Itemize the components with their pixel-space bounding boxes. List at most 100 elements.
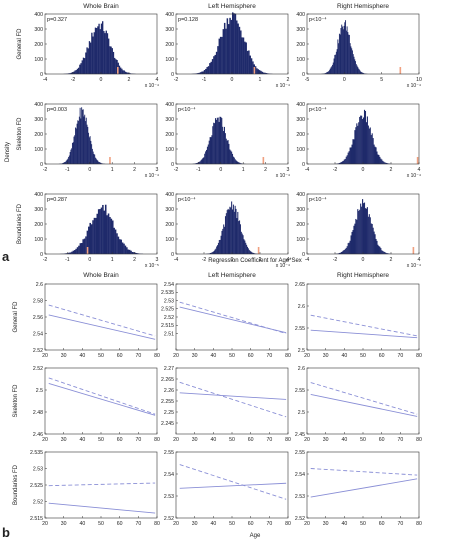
histogram-bar bbox=[383, 251, 385, 254]
histogram-bar bbox=[126, 247, 128, 254]
solid-fit-line bbox=[310, 393, 418, 417]
histogram-bar bbox=[73, 250, 76, 254]
histogram-bar bbox=[369, 127, 371, 164]
y-tick-label: 300 bbox=[296, 27, 305, 33]
histogram-bar bbox=[261, 71, 264, 74]
histogram-bar bbox=[365, 208, 367, 254]
x-tick-label: 70 bbox=[135, 437, 141, 443]
histogram-bar bbox=[341, 251, 343, 254]
histogram-bar bbox=[237, 161, 239, 164]
histogram-bar bbox=[384, 251, 386, 254]
histogram-bar bbox=[66, 159, 68, 164]
histogram-bar bbox=[217, 46, 219, 74]
histogram-bar bbox=[75, 70, 77, 74]
y-tick-label: 300 bbox=[165, 27, 174, 33]
histogram-bar bbox=[359, 209, 361, 254]
histogram-bar bbox=[104, 33, 106, 74]
histogram-bar bbox=[215, 119, 217, 164]
histogram-bar bbox=[126, 72, 128, 74]
histogram-bar bbox=[98, 161, 100, 164]
x-tick-label: 40 bbox=[341, 521, 347, 527]
histogram-bar bbox=[67, 158, 69, 164]
histogram-bar bbox=[223, 22, 226, 74]
histogram-bar bbox=[79, 64, 81, 74]
histogram-bar bbox=[378, 155, 380, 164]
histogram-bar bbox=[131, 251, 134, 254]
histogram-bar bbox=[246, 50, 249, 74]
histogram-bar bbox=[237, 23, 239, 74]
y-tick-label: 0 bbox=[171, 72, 174, 78]
histogram-bar bbox=[209, 137, 211, 164]
histogram-bar bbox=[112, 51, 115, 74]
x-tick-label: 80 bbox=[154, 521, 160, 527]
histogram-bar bbox=[225, 213, 227, 254]
histogram-bar bbox=[82, 109, 84, 164]
histogram-bar bbox=[327, 71, 329, 74]
histogram-bar bbox=[225, 28, 227, 74]
y-tick-label: 300 bbox=[34, 27, 43, 33]
x-scale-note: x 10⁻⁴ bbox=[276, 173, 290, 179]
histogram-bar bbox=[97, 160, 99, 164]
x-tick-label: 60 bbox=[248, 437, 254, 443]
histogram-bar bbox=[352, 54, 354, 74]
histogram-bar bbox=[240, 231, 242, 254]
histogram-bar bbox=[106, 215, 108, 254]
dashed-fit-line bbox=[310, 382, 418, 415]
y-tick-label: 200 bbox=[296, 42, 305, 48]
histogram-bar bbox=[342, 160, 344, 164]
x-tick-label: 70 bbox=[135, 521, 141, 527]
histogram-bar bbox=[351, 48, 353, 74]
histogram-bar bbox=[351, 231, 353, 254]
histogram-bar bbox=[338, 43, 340, 74]
histogram-bar bbox=[381, 159, 383, 164]
histogram-bar bbox=[341, 24, 343, 75]
histogram-bar bbox=[334, 54, 336, 74]
x-tick-label: 70 bbox=[397, 353, 403, 359]
histogram-bar bbox=[364, 208, 367, 254]
histogram-bar bbox=[89, 222, 92, 254]
histogram-bar bbox=[219, 116, 221, 164]
x-tick-label: 60 bbox=[117, 353, 123, 359]
y-tick-label: 2.53 bbox=[164, 298, 174, 304]
histogram-bar bbox=[380, 248, 382, 254]
histogram-bar bbox=[226, 18, 229, 75]
x-tick-label: 20 bbox=[42, 437, 48, 443]
histogram-bar bbox=[348, 151, 350, 164]
histogram-bar bbox=[221, 118, 223, 164]
histogram-bar bbox=[121, 68, 123, 74]
histogram-bar bbox=[353, 225, 355, 254]
x-scale-note: x 10⁻⁴ bbox=[407, 83, 421, 89]
histogram-bar bbox=[227, 208, 229, 254]
x-tick-label: 70 bbox=[397, 521, 403, 527]
histogram-bar bbox=[101, 163, 103, 164]
histogram-bar bbox=[81, 60, 83, 74]
histogram-bar bbox=[135, 253, 138, 254]
histogram-bar bbox=[95, 217, 97, 254]
histogram-bar bbox=[342, 26, 343, 74]
x-tick-label: 50 bbox=[98, 521, 104, 527]
histogram-bar bbox=[130, 250, 132, 254]
histogram-0-1: -2 -1 0 1 2 0 100 200 300 400 p=0.128 x 10⁻⁴ bbox=[165, 12, 290, 89]
x-tick-label: 80 bbox=[416, 437, 422, 443]
y-tick-label: 0 bbox=[302, 252, 305, 258]
p-value-label: p=0.003 bbox=[47, 107, 67, 113]
histogram-bar bbox=[102, 204, 104, 254]
histogram-bar bbox=[211, 252, 213, 254]
histogram-bar bbox=[377, 154, 379, 164]
y-tick-label: 2.54 bbox=[164, 282, 174, 288]
x-tick-label: 0 bbox=[362, 257, 365, 263]
histogram-bar bbox=[372, 138, 374, 164]
y-tick-label: 2.535 bbox=[161, 290, 174, 296]
histogram-bar bbox=[223, 126, 225, 164]
histogram-bar bbox=[360, 71, 362, 74]
y-tick-label: 300 bbox=[296, 207, 305, 213]
x-tick-label: 2 bbox=[390, 167, 393, 173]
x-tick-label: 60 bbox=[379, 521, 385, 527]
histogram-bar bbox=[387, 253, 389, 254]
histogram-bar bbox=[90, 224, 93, 254]
histogram-bar bbox=[364, 110, 367, 164]
histogram-bar bbox=[90, 42, 92, 74]
histogram-bar bbox=[375, 238, 377, 254]
histogram-bar bbox=[214, 118, 217, 164]
x-tick-label: 40 bbox=[210, 353, 216, 359]
